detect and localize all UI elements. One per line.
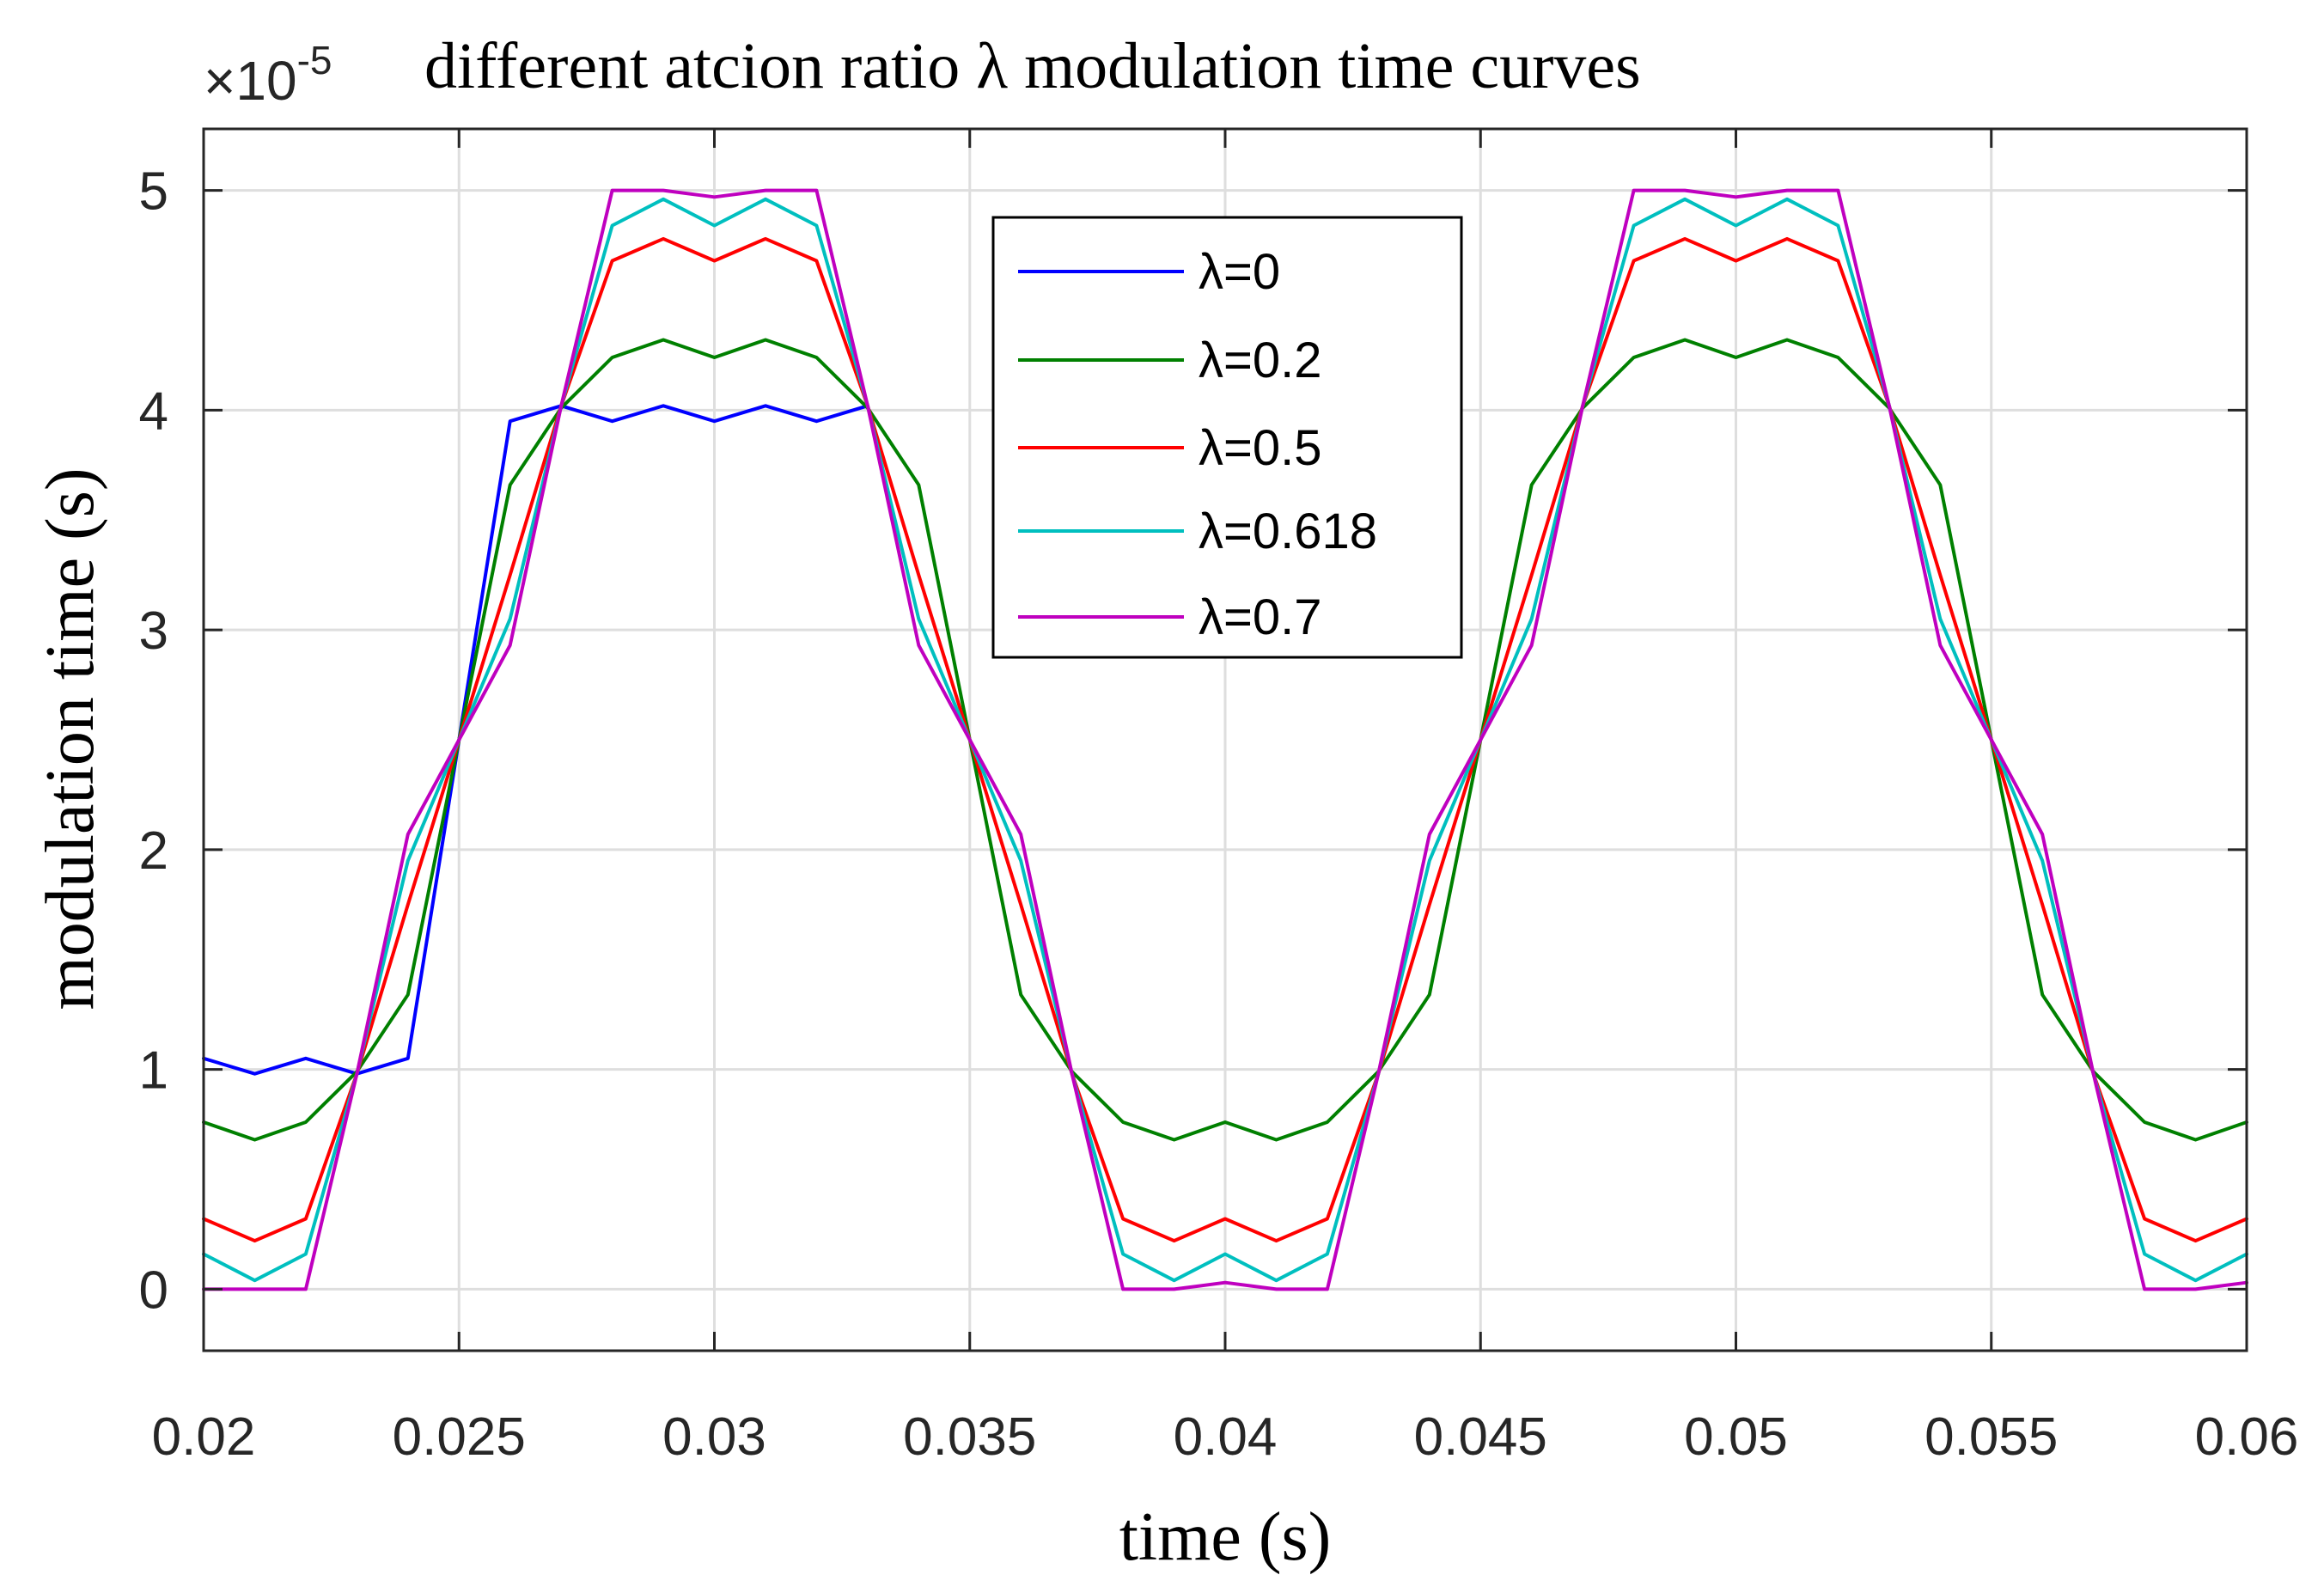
series-line-0 xyxy=(202,404,869,1076)
x-tick-label: 0.04 xyxy=(1174,1407,1278,1467)
tick-marks xyxy=(202,129,2248,1351)
x-tick-label: 0.06 xyxy=(2195,1407,2299,1467)
legend-label: λ=0.618 xyxy=(1199,504,1377,559)
legend-label: λ=0.5 xyxy=(1199,420,1322,476)
y-tick-labels: 0 1 2 3 4 5 xyxy=(139,162,168,1321)
y-tick-label: 1 xyxy=(139,1041,168,1101)
exponent-power: -5 xyxy=(297,38,332,82)
series-line-2 xyxy=(202,236,2248,1243)
plot-lines xyxy=(202,188,2248,1291)
legend-label: λ=0.7 xyxy=(1199,589,1322,645)
x-tick-label: 0.02 xyxy=(152,1407,256,1467)
series-line-4 xyxy=(202,188,2248,1291)
legend-box xyxy=(991,216,1463,659)
y-axis-label: modulation time (s) xyxy=(33,467,108,1010)
x-tick-label: 0.035 xyxy=(903,1407,1036,1467)
y-tick-label: 5 xyxy=(139,162,168,222)
y-exponent-label: ×10-5 xyxy=(204,38,332,112)
series-line-1 xyxy=(202,338,2248,1142)
legend: λ=0 λ=0.2 λ=0.5 λ=0.618 λ=0.7 xyxy=(991,216,1463,659)
y-tick-label: 4 xyxy=(139,381,168,441)
x-tick-label: 0.055 xyxy=(1924,1407,2058,1467)
exponent-prefix: ×10 xyxy=(204,50,297,112)
legend-items: λ=0 λ=0.2 λ=0.5 λ=0.618 λ=0.7 xyxy=(1018,244,1377,645)
x-axis-label: time (s) xyxy=(1119,1499,1332,1575)
x-tick-label: 0.03 xyxy=(662,1407,766,1467)
x-tick-label: 0.045 xyxy=(1414,1407,1547,1467)
legend-label: λ=0.2 xyxy=(1199,333,1322,388)
y-tick-label: 2 xyxy=(139,821,168,881)
legend-label: λ=0 xyxy=(1199,244,1280,300)
x-tick-label: 0.05 xyxy=(1684,1407,1788,1467)
y-tick-label: 0 xyxy=(139,1260,168,1320)
chart-title: different atcion ratio λ modulation time… xyxy=(424,30,1641,102)
x-tick-label: 0.025 xyxy=(393,1407,526,1467)
series-line-3 xyxy=(202,197,2248,1283)
x-tick-labels: 0.02 0.025 0.03 0.035 0.04 0.045 0.05 0.055 0.06 xyxy=(152,1407,2299,1467)
y-tick-label: 3 xyxy=(139,601,168,661)
